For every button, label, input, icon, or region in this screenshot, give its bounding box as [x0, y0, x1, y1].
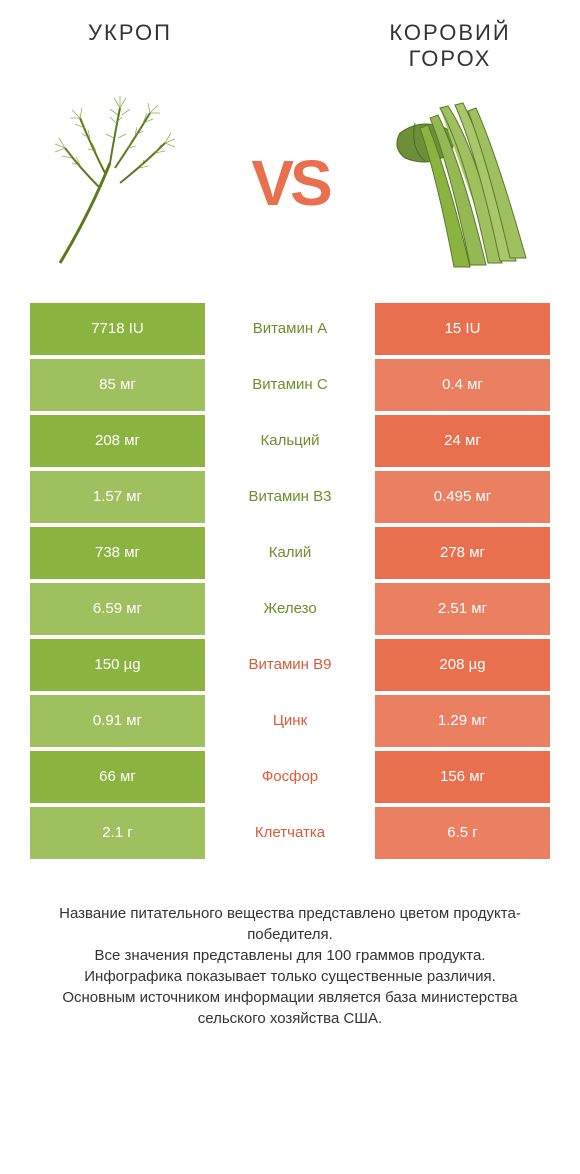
table-row: 85 мгВитамин C0.4 мг: [30, 359, 550, 411]
nutrient-label: Калий: [205, 527, 375, 579]
left-value: 7718 IU: [30, 303, 205, 355]
cowpea-image: [370, 93, 540, 273]
left-food-title: УКРОП: [30, 20, 230, 46]
right-food-title: КОРОВИЙ ГОРОХ: [350, 20, 550, 73]
nutrient-label: Витамин A: [205, 303, 375, 355]
left-value: 85 мг: [30, 359, 205, 411]
left-value: 66 мг: [30, 751, 205, 803]
nutrient-label: Цинк: [205, 695, 375, 747]
footer-line: Основным источником информации является …: [30, 987, 550, 1029]
right-value: 0.495 мг: [375, 471, 550, 523]
left-value: 1.57 мг: [30, 471, 205, 523]
right-value: 24 мг: [375, 415, 550, 467]
right-value: 1.29 мг: [375, 695, 550, 747]
right-value: 208 µg: [375, 639, 550, 691]
left-value: 208 мг: [30, 415, 205, 467]
footer-line: Все значения представлены для 100 граммо…: [30, 945, 550, 966]
right-value: 6.5 г: [375, 807, 550, 859]
table-row: 2.1 гКлетчатка6.5 г: [30, 807, 550, 859]
nutrient-label: Витамин C: [205, 359, 375, 411]
right-value: 156 мг: [375, 751, 550, 803]
vs-label: VS: [251, 146, 328, 220]
table-row: 208 мгКальций24 мг: [30, 415, 550, 467]
left-value: 2.1 г: [30, 807, 205, 859]
table-row: 738 мгКалий278 мг: [30, 527, 550, 579]
right-value: 2.51 мг: [375, 583, 550, 635]
footer-line: Инфографика показывает только существенн…: [30, 966, 550, 987]
table-row: 6.59 мгЖелезо2.51 мг: [30, 583, 550, 635]
left-value: 0.91 мг: [30, 695, 205, 747]
images-row: VS: [0, 83, 580, 303]
nutrient-label: Клетчатка: [205, 807, 375, 859]
table-row: 1.57 мгВитамин B30.495 мг: [30, 471, 550, 523]
footer-line: Название питательного вещества представл…: [30, 903, 550, 945]
header: УКРОП КОРОВИЙ ГОРОХ: [0, 0, 580, 83]
table-row: 7718 IUВитамин A15 IU: [30, 303, 550, 355]
nutrient-label: Железо: [205, 583, 375, 635]
footer-text: Название питательного вещества представл…: [0, 863, 580, 1029]
nutrient-label: Витамин B9: [205, 639, 375, 691]
nutrient-label: Фосфор: [205, 751, 375, 803]
table-row: 150 µgВитамин B9208 µg: [30, 639, 550, 691]
nutrient-label: Кальций: [205, 415, 375, 467]
right-value: 15 IU: [375, 303, 550, 355]
left-value: 6.59 мг: [30, 583, 205, 635]
table-row: 0.91 мгЦинк1.29 мг: [30, 695, 550, 747]
left-value: 150 µg: [30, 639, 205, 691]
dill-image: [40, 93, 210, 273]
comparison-table: 7718 IUВитамин A15 IU85 мгВитамин C0.4 м…: [0, 303, 580, 859]
nutrient-label: Витамин B3: [205, 471, 375, 523]
table-row: 66 мгФосфор156 мг: [30, 751, 550, 803]
right-value: 0.4 мг: [375, 359, 550, 411]
left-value: 738 мг: [30, 527, 205, 579]
right-value: 278 мг: [375, 527, 550, 579]
